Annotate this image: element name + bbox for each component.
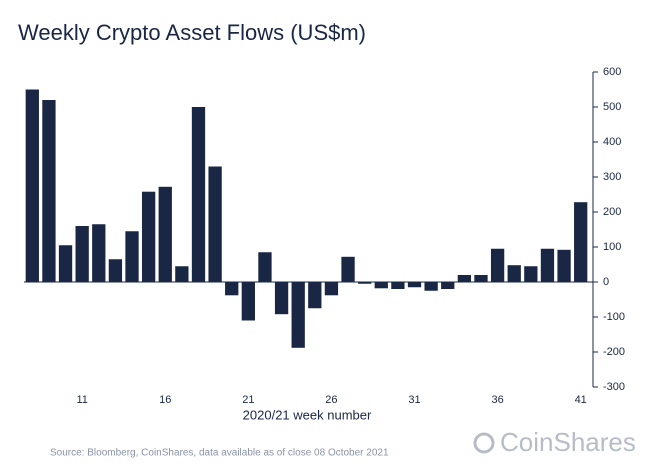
bar: [324, 282, 339, 296]
y-tick-label: 100: [603, 241, 621, 253]
x-tick-label: 11: [76, 394, 87, 406]
x-tick-label: 16: [159, 394, 171, 406]
x-tick-label: 41: [575, 394, 587, 406]
x-tick-label: 31: [408, 394, 420, 406]
bar: [574, 202, 588, 282]
y-tick-label: -200: [603, 346, 625, 358]
bar: [524, 266, 538, 282]
bar: [75, 226, 89, 282]
bar: [490, 248, 505, 282]
bar: [407, 282, 422, 288]
bar: [308, 282, 322, 309]
bar: [557, 249, 571, 282]
bar: [225, 282, 239, 296]
bar: [158, 186, 172, 282]
bar: [540, 248, 555, 282]
y-tick-label: 200: [603, 206, 621, 218]
source-note: Source: Bloomberg, CoinShares, data avai…: [50, 448, 389, 459]
bar: [208, 166, 222, 282]
x-tick-label: 21: [242, 394, 254, 406]
bar: [58, 245, 73, 282]
bar: [358, 282, 372, 284]
logo: CoinShares: [473, 427, 636, 457]
y-tick-label: -300: [603, 381, 625, 393]
x-tick-label: 26: [325, 394, 337, 406]
bar: [108, 259, 123, 282]
bar: [241, 282, 255, 321]
bar: [457, 275, 472, 282]
bar: [507, 265, 521, 282]
bar: [441, 282, 455, 289]
bar: [92, 224, 106, 282]
bar: [25, 89, 39, 282]
y-tick-label: 300: [603, 171, 621, 183]
y-tick-label: 400: [603, 136, 621, 148]
y-tick-label: 0: [603, 276, 609, 288]
bar: [191, 107, 206, 282]
bar: [258, 252, 272, 282]
bar: [141, 191, 156, 282]
bar: [341, 256, 355, 282]
x-tick-label: 36: [491, 394, 503, 406]
logo-icon: [473, 432, 495, 454]
bar: [175, 266, 189, 282]
bar: [391, 282, 405, 289]
y-tick-label: -100: [603, 311, 625, 323]
logo-text: CoinShares: [500, 427, 636, 457]
bar: [274, 282, 289, 315]
bar: [125, 231, 139, 282]
bar: [374, 282, 388, 289]
y-tick-label: 500: [603, 101, 621, 113]
bar: [291, 282, 305, 348]
bar: [42, 100, 56, 282]
y-tick-label: 600: [603, 66, 621, 78]
bar: [474, 275, 488, 282]
bar: [424, 282, 438, 291]
chart-title: Weekly Crypto Asset Flows (US$m): [18, 20, 366, 45]
x-axis-label: 2020/21 week number: [243, 407, 372, 422]
